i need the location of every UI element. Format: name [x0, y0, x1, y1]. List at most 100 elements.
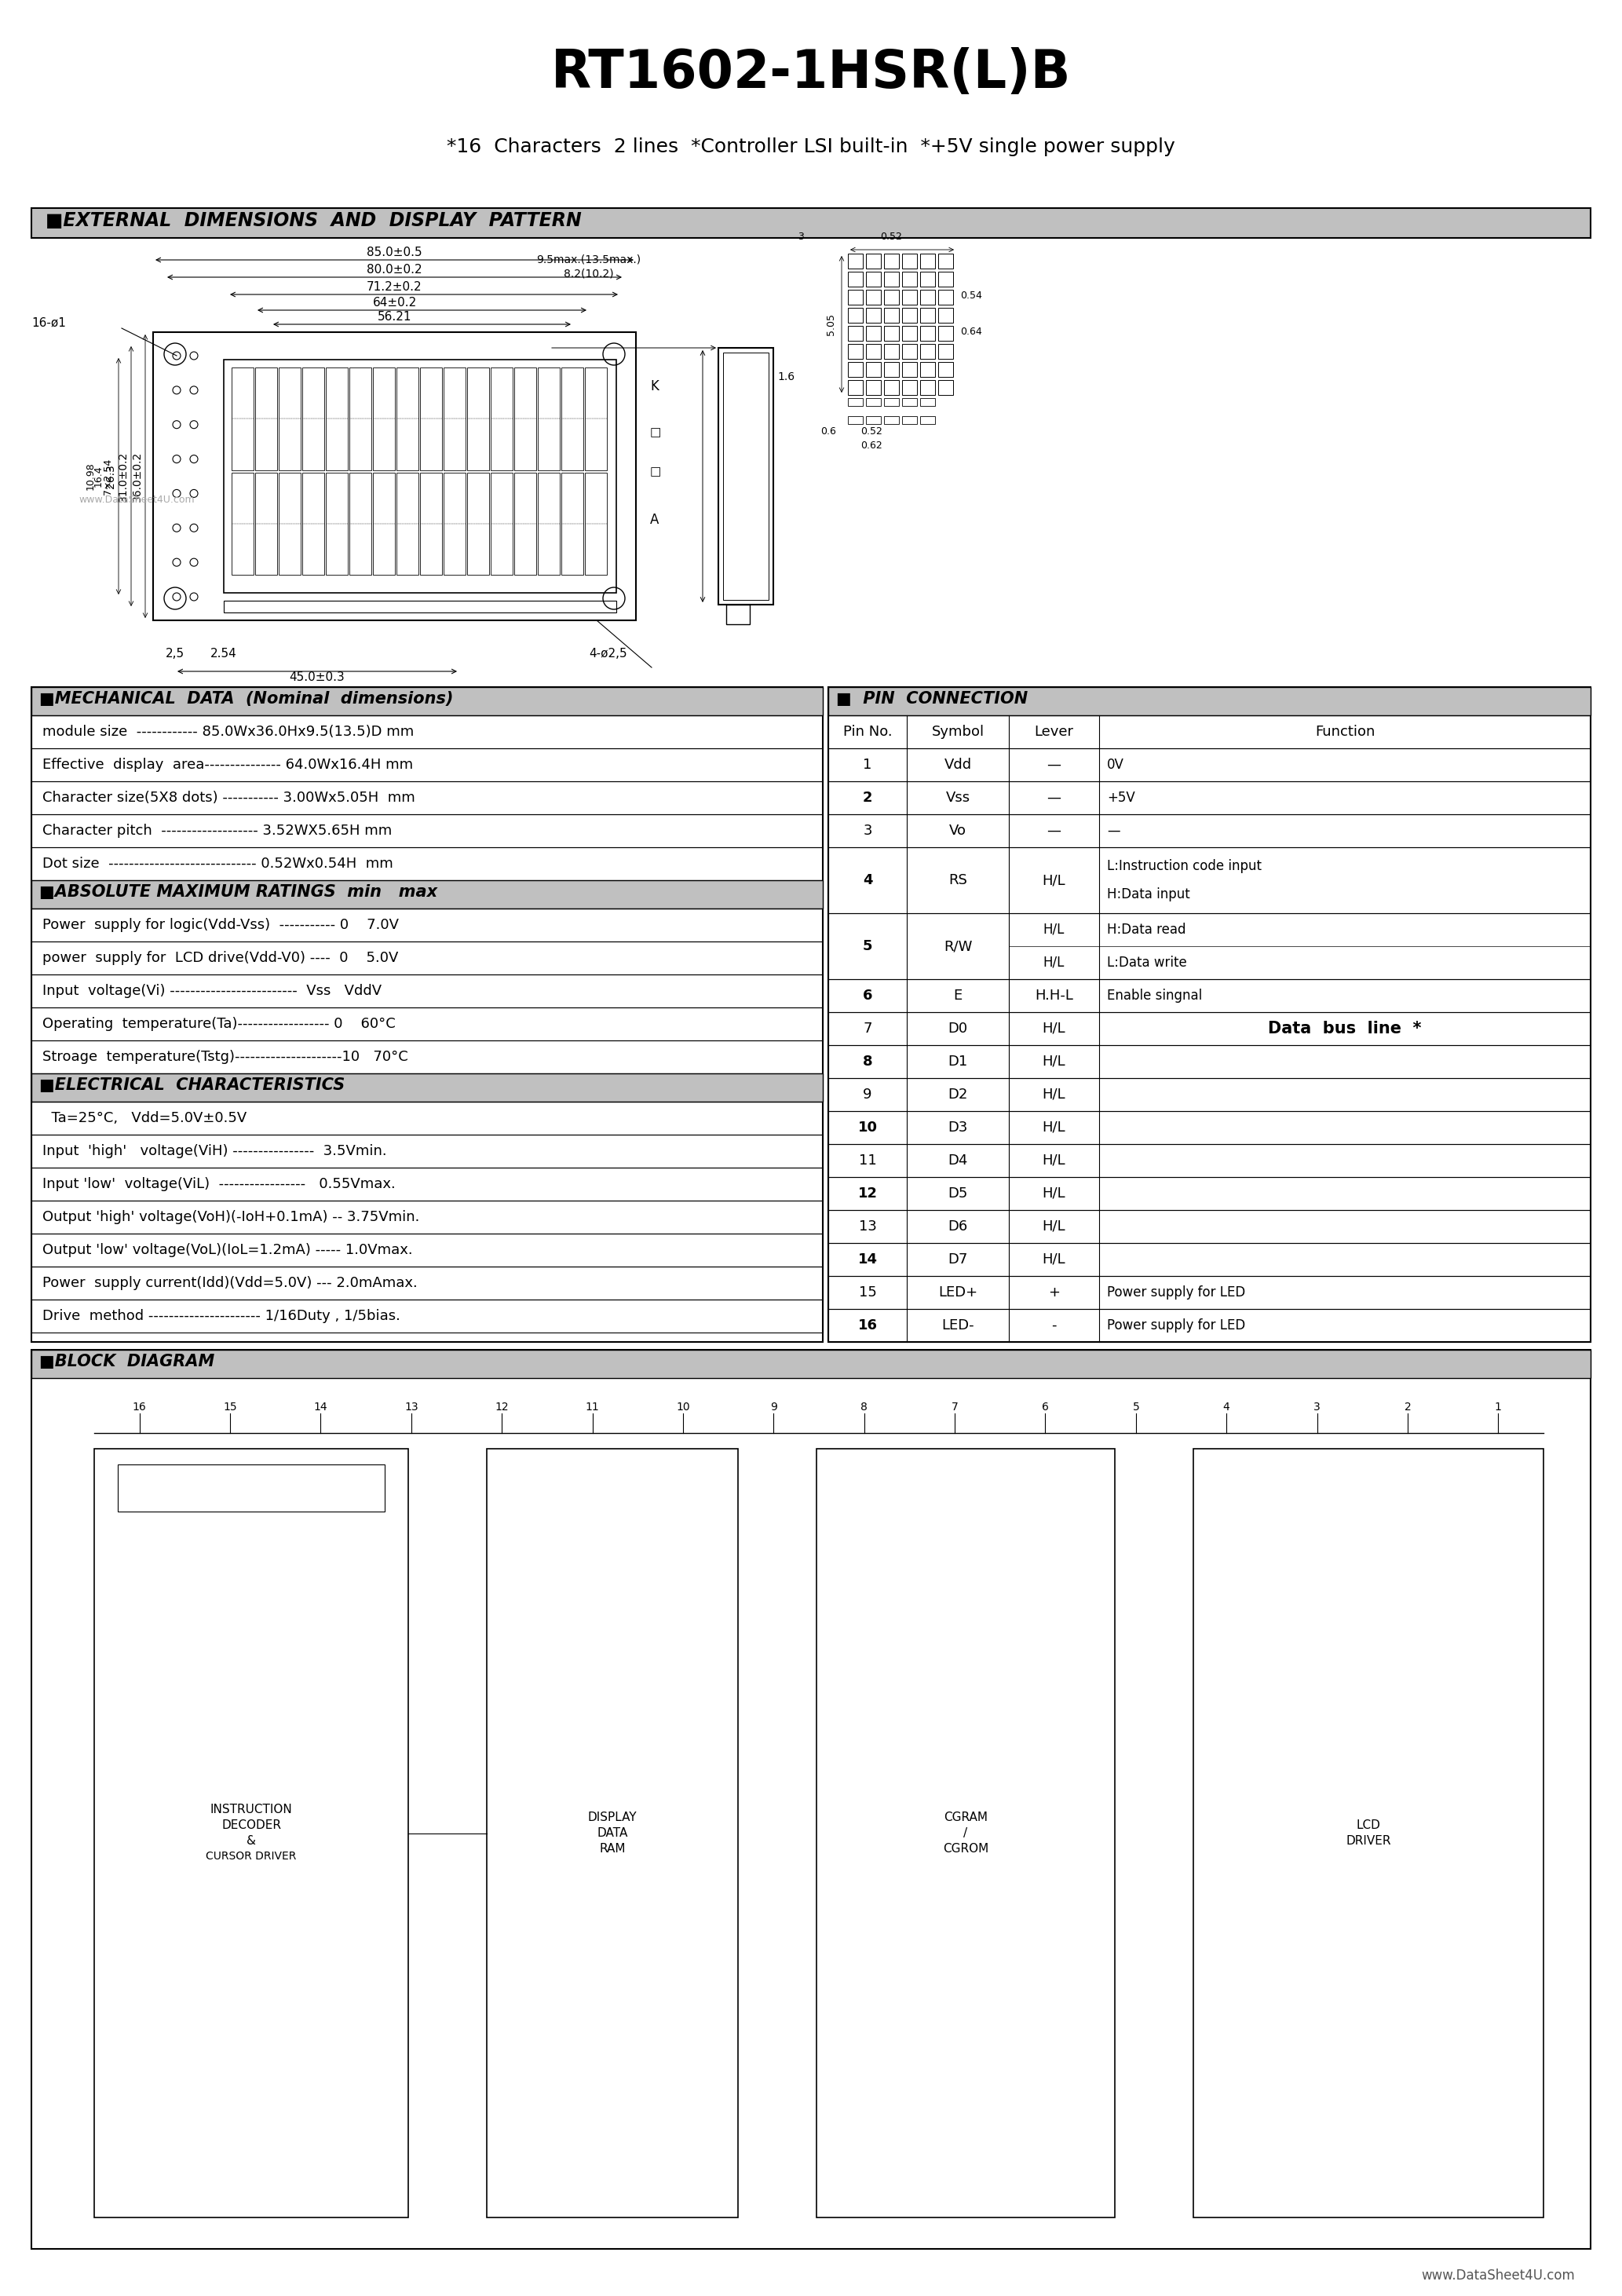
Bar	[866, 289, 881, 305]
Bar	[866, 253, 881, 269]
Text: 10.98: 10.98	[86, 461, 96, 491]
Text: 2.54: 2.54	[211, 647, 237, 659]
Text: /: /	[963, 1828, 968, 1839]
Text: -: -	[1051, 1318, 1056, 1332]
Bar	[884, 271, 899, 287]
Text: 31.0±0.2: 31.0±0.2	[118, 450, 128, 501]
Text: 0.62: 0.62	[861, 441, 882, 450]
Text: 14: 14	[858, 1251, 878, 1267]
Text: RT1602-1HSR(L)B: RT1602-1HSR(L)B	[551, 48, 1071, 99]
Bar	[829, 1013, 1591, 1045]
Text: 2,5: 2,5	[165, 647, 185, 659]
Bar	[848, 344, 863, 358]
Bar	[829, 1045, 1591, 1079]
Bar	[848, 363, 863, 377]
Text: 71.2±0.2: 71.2±0.2	[367, 280, 422, 294]
Bar	[491, 473, 513, 574]
Text: 16.4: 16.4	[92, 466, 104, 487]
Bar	[884, 344, 899, 358]
Bar	[884, 363, 899, 377]
Text: —: —	[1106, 824, 1121, 838]
Text: 10: 10	[858, 1120, 878, 1134]
Text: 85.0±0.5: 85.0±0.5	[367, 246, 422, 259]
Text: www.DataSheet4U.com: www.DataSheet4U.com	[1421, 2268, 1575, 2282]
Text: 10: 10	[676, 1401, 689, 1412]
Bar	[326, 367, 347, 471]
Text: D4: D4	[947, 1153, 968, 1169]
Bar	[848, 326, 863, 340]
Bar	[255, 473, 277, 574]
Text: 3: 3	[863, 824, 873, 838]
Text: Power  supply for logic(Vdd-Vss)  ----------- 0    7.0V: Power supply for logic(Vdd-Vss) --------…	[42, 918, 399, 932]
Bar	[902, 363, 916, 377]
Bar	[224, 602, 616, 613]
Bar	[31, 815, 822, 847]
Bar	[829, 716, 1591, 748]
Text: Function: Function	[1315, 726, 1375, 739]
Text: 26.3: 26.3	[105, 464, 117, 489]
Text: 5: 5	[1132, 1401, 1139, 1412]
Bar	[902, 381, 916, 395]
Bar	[31, 781, 822, 815]
Bar	[31, 847, 822, 879]
Bar	[31, 974, 822, 1008]
Text: INSTRUCTION: INSTRUCTION	[211, 1805, 292, 1816]
Text: LED-: LED-	[941, 1318, 975, 1332]
Text: 0V: 0V	[1106, 758, 1124, 771]
Bar	[920, 381, 934, 395]
Bar	[1194, 1449, 1544, 2218]
Text: H/L: H/L	[1043, 1153, 1066, 1169]
Bar	[727, 604, 749, 625]
Bar	[938, 326, 954, 340]
Bar	[723, 354, 769, 599]
Bar	[829, 1111, 1591, 1143]
Bar	[884, 416, 899, 425]
Text: Power supply for LED: Power supply for LED	[1106, 1318, 1246, 1332]
Text: 1: 1	[1495, 1401, 1502, 1412]
Bar	[884, 326, 899, 340]
Bar	[829, 914, 1591, 978]
Text: H/L: H/L	[1043, 872, 1066, 886]
Text: Data  bus  line  *: Data bus line *	[1268, 1022, 1421, 1035]
Text: 36.0±0.2: 36.0±0.2	[131, 450, 143, 501]
Text: ■  PIN  CONNECTION: ■ PIN CONNECTION	[835, 691, 1028, 707]
Bar	[586, 473, 607, 574]
Text: 64±0.2: 64±0.2	[373, 296, 417, 308]
Bar	[920, 289, 934, 305]
Bar	[902, 289, 916, 305]
Text: 7: 7	[950, 1401, 959, 1412]
Bar	[902, 271, 916, 287]
Text: 4-ø2,5: 4-ø2,5	[589, 647, 628, 659]
Bar	[829, 978, 1591, 1013]
Text: Pin No.: Pin No.	[843, 726, 892, 739]
Bar	[491, 367, 513, 471]
Bar	[920, 326, 934, 340]
Text: ■EXTERNAL  DIMENSIONS  AND  DISPLAY  PATTERN: ■EXTERNAL DIMENSIONS AND DISPLAY PATTERN	[45, 211, 582, 230]
Text: power  supply for  LCD drive(Vdd-V0) ----  0    5.0V: power supply for LCD drive(Vdd-V0) ---- …	[42, 951, 399, 964]
Bar	[938, 363, 954, 377]
Text: 7: 7	[863, 1022, 873, 1035]
Bar	[816, 1449, 1114, 2218]
Bar	[866, 416, 881, 425]
Bar	[829, 748, 1591, 781]
Bar	[829, 1143, 1591, 1178]
Text: Input  voltage(Vi) -------------------------  Vss   VddV: Input voltage(Vi) ----------------------…	[42, 985, 381, 999]
Bar	[420, 473, 443, 574]
Bar	[829, 815, 1591, 847]
Text: 15: 15	[224, 1401, 237, 1412]
Text: Dot size  ----------------------------- 0.52Wx0.54H  mm: Dot size ----------------------------- 0…	[42, 856, 393, 870]
Text: E: E	[954, 990, 962, 1003]
Bar	[938, 271, 954, 287]
Text: D5: D5	[947, 1187, 968, 1201]
Bar	[224, 360, 616, 592]
Text: ■ABSOLUTE MAXIMUM RATINGS  min   max: ■ABSOLUTE MAXIMUM RATINGS min max	[39, 884, 438, 900]
Text: 4: 4	[1223, 1401, 1229, 1412]
Text: H:Data read: H:Data read	[1106, 923, 1186, 937]
Bar	[31, 941, 822, 974]
Bar	[829, 687, 1591, 1341]
Bar	[31, 1233, 822, 1267]
Text: H/L: H/L	[1043, 1219, 1066, 1233]
Text: Ta=25°C,   Vdd=5.0V±0.5V: Ta=25°C, Vdd=5.0V±0.5V	[42, 1111, 247, 1125]
Text: www.DataSheet4U.com: www.DataSheet4U.com	[78, 494, 195, 505]
Bar	[420, 367, 443, 471]
